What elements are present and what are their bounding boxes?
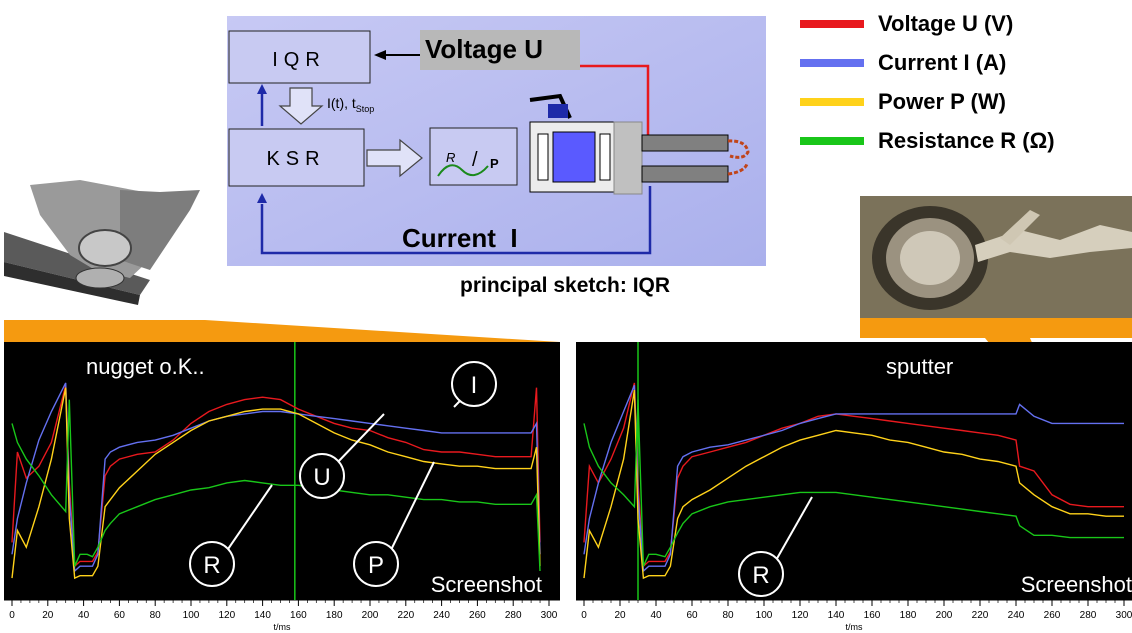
x-tick-label: 0: [581, 610, 587, 621]
legend-label-voltage: Voltage U (V): [878, 10, 1014, 36]
x-tick-label: 180: [900, 610, 917, 621]
axis-area: [576, 600, 1132, 633]
x-tick-label: 220: [972, 610, 989, 621]
x-tick-label: 60: [114, 610, 126, 621]
chart-right: 0 20 40 60 80 100 120 140 160 180 200 220 240 260 280 3…: [576, 342, 1132, 633]
axis-area: [4, 600, 560, 633]
x-tick-label: 60: [686, 610, 698, 621]
chart-title: sputter: [886, 354, 953, 379]
x-tick-label: 140: [254, 610, 271, 621]
iqr-box: [228, 30, 371, 84]
x-tick-label: 100: [183, 610, 200, 621]
x-tick-label: 160: [864, 610, 881, 621]
screenshot-watermark: Screenshot: [431, 572, 542, 597]
callout-leader-R: [774, 496, 813, 563]
signal-label: I(t), tStop: [327, 95, 374, 114]
x-tick-label: 300: [1116, 610, 1132, 621]
ksr-box: [228, 128, 365, 187]
callout-leader-P: [389, 461, 435, 553]
x-tick-label: 120: [792, 610, 809, 621]
electrode-photo: [2, 180, 205, 320]
x-tick-label: 220: [397, 610, 414, 621]
callout-circle-I: [451, 361, 497, 407]
current-wire: [260, 186, 652, 255]
x-tick-label: 180: [326, 610, 343, 621]
x-tick-label: 40: [78, 610, 90, 621]
x-tick-label: 80: [722, 610, 734, 621]
x-tick-label: 300: [541, 610, 558, 621]
x-tick-label: 280: [1080, 610, 1097, 621]
x-axis-label: t/ms: [274, 622, 291, 632]
callout-circle-R: [738, 551, 784, 597]
rp-label-slash: /: [472, 149, 478, 171]
callout-label-R: R: [203, 552, 220, 579]
x-tick-label: 240: [1008, 610, 1025, 621]
legend-swatch-voltage: [800, 19, 864, 28]
current-label: Current I: [402, 223, 518, 253]
x-tick-label: 0: [9, 610, 15, 621]
callout-circle-U: [299, 453, 345, 499]
series-line-P: [11, 387, 541, 580]
voltage-label: Voltage U: [425, 34, 543, 64]
callout-leader-U: [335, 413, 385, 465]
screenshot-watermark: Screenshot: [1021, 572, 1132, 597]
voltage-arrowhead: [374, 50, 386, 60]
callout-circle-P: [353, 541, 399, 587]
callout-circle-R: [189, 541, 235, 587]
legend-item-power: Power P (W): [800, 82, 1132, 121]
chart-title: nugget o.K..: [86, 354, 205, 379]
sketch-caption: principal sketch: IQR: [460, 274, 670, 297]
x-tick-label: 260: [469, 610, 486, 621]
legend-label-resistance: Resistance R (Ω): [878, 127, 1055, 153]
series-line-I: [583, 385, 1124, 573]
x-tick-label: 160: [290, 610, 307, 621]
x-tick-label: 200: [362, 610, 379, 621]
hollow-arrow-right: [366, 138, 423, 178]
legend: Voltage U (V) Current I (A) Power P (W) …: [800, 4, 1132, 160]
voltage-wire: [580, 64, 650, 140]
hollow-arrow-down: [278, 87, 324, 125]
legend-swatch-power: [800, 97, 864, 106]
callout-label-R: R: [752, 562, 769, 589]
x-tick-label: 140: [828, 610, 845, 621]
welding-gun-icon: [529, 93, 750, 195]
current-arrowhead: [257, 193, 267, 203]
x-tick-label: 200: [936, 610, 953, 621]
series-line-R: [11, 399, 541, 572]
legend-swatch-resistance: [800, 136, 864, 145]
ksr-label: KSR: [266, 148, 325, 170]
legend-item-voltage: Voltage U (V): [800, 4, 1132, 43]
rp-label-p: P: [490, 156, 499, 171]
legend-label-current: Current I (A): [878, 49, 1007, 75]
x-tick-label: 80: [150, 610, 162, 621]
series-line-R: [583, 399, 1124, 567]
legend-label-power: Power P (W): [878, 88, 1006, 114]
x-tick-label: 240: [433, 610, 450, 621]
x-tick-label: 40: [650, 610, 662, 621]
x-tick-label: 280: [505, 610, 522, 621]
series-line-P: [583, 389, 1124, 580]
iqr-label: IQR: [272, 49, 326, 71]
voltage-label-bg: [420, 30, 580, 70]
left-callout-band: [4, 320, 560, 342]
callout-label-U: U: [313, 464, 330, 491]
chart-left: 0 20 40 60 80 100 120 140 160 180 200 220 240 260 280 3…: [4, 342, 560, 633]
x-tick-label: 20: [42, 610, 54, 621]
x-tick-label: 100: [756, 610, 773, 621]
legend-item-resistance: Resistance R (Ω): [800, 121, 1132, 160]
sputter-photo: [860, 196, 1132, 319]
rp-label-r: R: [446, 150, 455, 165]
legend-swatch-current: [800, 58, 864, 67]
x-tick-label: 260: [1044, 610, 1061, 621]
callout-label-P: P: [368, 552, 384, 579]
callout-label-I: I: [471, 372, 478, 399]
blue-up-arrowhead: [257, 84, 267, 94]
x-axis-label: t/ms: [846, 622, 863, 632]
x-tick-label: 120: [218, 610, 235, 621]
x-tick-label: 20: [614, 610, 626, 621]
callout-leader-R: [225, 484, 273, 553]
legend-item-current: Current I (A): [800, 43, 1132, 82]
rp-curve: [437, 164, 489, 177]
